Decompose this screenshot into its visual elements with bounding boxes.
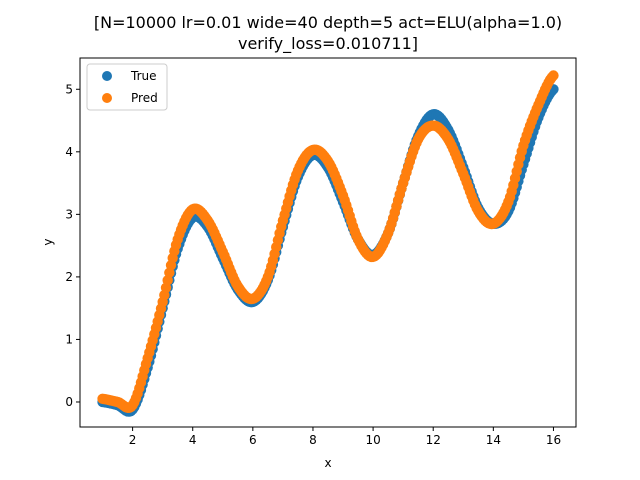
data-point	[548, 70, 559, 81]
y-tick-label-5: 5	[65, 82, 73, 96]
x-tick-label-3: 8	[309, 433, 317, 447]
plot-frame	[79, 57, 577, 428]
y-tick-label-1: 1	[65, 332, 73, 346]
series-layer	[97, 70, 559, 417]
legend-label-true: True	[130, 69, 157, 83]
plot-area	[79, 57, 577, 428]
legend-marker-pred	[102, 93, 112, 103]
y-tick-label-0: 0	[65, 395, 73, 409]
y-axis: 0 1 2 3 4 5	[65, 82, 80, 409]
legend-marker-true	[102, 71, 112, 81]
x-axis-label: x	[324, 456, 331, 470]
x-tick-label-2: 6	[249, 433, 257, 447]
series-true	[97, 84, 559, 417]
x-tick-label-6: 14	[486, 433, 501, 447]
y-tick-label-2: 2	[65, 270, 73, 284]
x-tick-label-4: 10	[365, 433, 380, 447]
x-tick-label-5: 12	[426, 433, 441, 447]
chart-title-line-2: verify_loss=0.010711]	[238, 34, 418, 54]
y-axis-label: y	[41, 238, 55, 245]
chart-title-line-1: [N=10000 lr=0.01 wide=40 depth=5 act=ELU…	[94, 13, 562, 32]
x-axis: 2 4 6 8 10 12 14 16	[129, 427, 561, 447]
x-tick-label-1: 4	[189, 433, 197, 447]
legend-label-pred: Pred	[131, 91, 158, 105]
legend: True Pred	[86, 63, 168, 111]
x-tick-label-0: 2	[129, 433, 137, 447]
y-tick-label-3: 3	[65, 207, 73, 221]
x-tick-label-7: 16	[546, 433, 561, 447]
y-tick-label-4: 4	[65, 145, 73, 159]
series-pred	[97, 70, 559, 413]
